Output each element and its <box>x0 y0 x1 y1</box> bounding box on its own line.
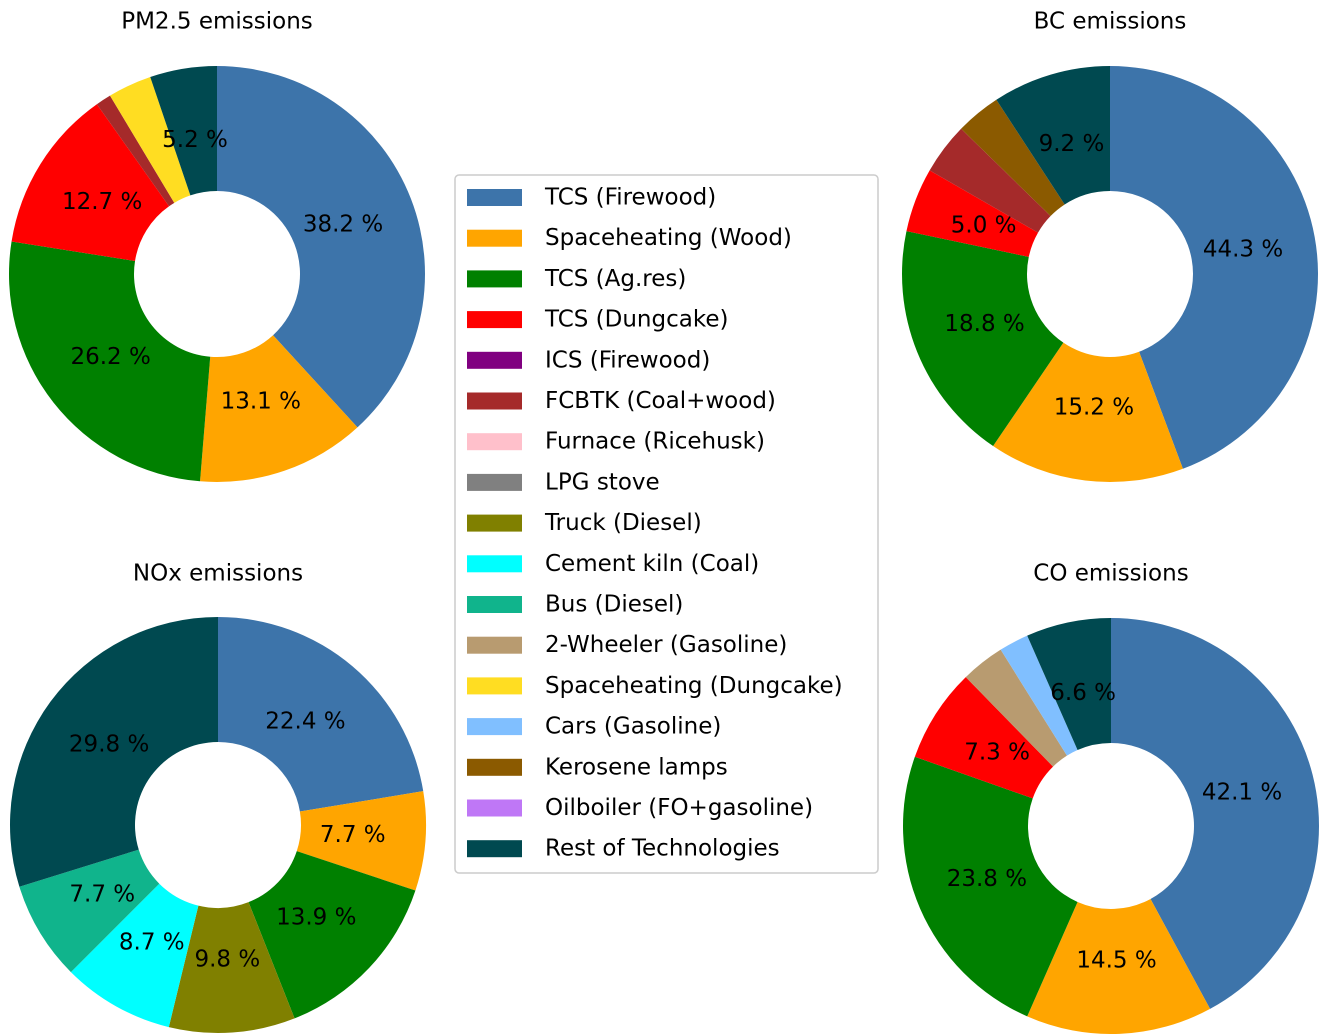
legend-swatch <box>467 677 522 695</box>
pie-slice <box>965 649 1067 767</box>
pie-slice <box>1000 635 1078 756</box>
legend-swatch <box>467 840 522 858</box>
value-label: 44.3 % <box>1203 236 1283 262</box>
value-label: 7.7 % <box>320 822 386 848</box>
pie-slice <box>109 77 191 203</box>
legend-label: Cement kiln (Coal) <box>545 551 759 577</box>
value-label: 5.0 % <box>951 212 1017 238</box>
value-label: 13.1 % <box>221 388 301 414</box>
legend-label: Truck (Diesel) <box>544 510 702 536</box>
legend-label: Bus (Diesel) <box>545 592 683 618</box>
legend-label: TCS (Firewood) <box>544 185 716 211</box>
pie-slice <box>218 617 424 812</box>
legend-label: Kerosene lamps <box>545 754 728 780</box>
chart-title: CO emissions <box>1033 561 1188 587</box>
pie-slice <box>914 677 1054 799</box>
pie-slice <box>150 66 217 196</box>
legend-swatch <box>467 392 522 410</box>
value-label: 26.2 % <box>70 344 150 370</box>
legend-swatch <box>467 758 522 776</box>
pie-slice <box>1027 898 1211 1034</box>
legend-label: LPG stove <box>545 469 660 495</box>
pie-slice <box>1110 66 1318 469</box>
legend-swatch <box>467 596 522 613</box>
pie-slice <box>902 231 1064 447</box>
value-label: 23.8 % <box>947 866 1027 892</box>
legend-swatch <box>467 473 522 491</box>
legend-swatch <box>467 311 522 329</box>
pie-slice <box>168 902 295 1033</box>
legend-label: Spaceheating (Wood) <box>545 225 792 251</box>
value-label: 14.5 % <box>1076 948 1156 974</box>
pie-slice <box>8 241 211 482</box>
value-label: 22.4 % <box>265 708 345 734</box>
legend-swatch <box>467 555 522 573</box>
legend-label: TCS (Ag.res) <box>544 266 686 292</box>
pie-slice <box>11 104 170 262</box>
legend-label: TCS (Dungcake) <box>544 307 728 333</box>
legend-swatch <box>467 514 522 532</box>
value-label: 42.1 % <box>1202 779 1282 805</box>
pie-slice <box>961 99 1065 217</box>
value-label: 9.8 % <box>194 946 260 972</box>
pie-slice <box>903 756 1078 1017</box>
value-label: 6.6 % <box>1050 680 1116 706</box>
legend-label: Spaceheating (Dungcake) <box>545 673 843 699</box>
legend-label: Oilboiler (FO+gasoline) <box>545 795 813 821</box>
legend-label: Cars (Gasoline) <box>545 714 721 740</box>
pie-slice <box>200 335 358 482</box>
legend-label: Furnace (Ricehusk) <box>545 429 765 455</box>
legend-label: FCBTK (Coal+wood) <box>545 388 776 414</box>
chart-title: BC emissions <box>1034 9 1187 35</box>
pie-slice <box>906 170 1039 257</box>
pie-slice <box>96 95 175 207</box>
legend-label: 2-Wheeler (Gasoline) <box>545 632 787 658</box>
legend-label: ICS (Firewood) <box>545 347 710 373</box>
value-label: 5.2 % <box>162 127 228 153</box>
pie-slice <box>248 851 416 1019</box>
legend-swatch <box>467 270 522 288</box>
legend-swatch <box>467 351 522 369</box>
pie-slice <box>1111 618 1319 1009</box>
value-label: 12.7 % <box>62 189 142 215</box>
value-label: 18.8 % <box>944 311 1024 337</box>
value-label: 29.8 % <box>69 731 149 757</box>
legend-swatch <box>467 799 522 817</box>
pie-slice <box>9 617 219 887</box>
pie-slice <box>1027 618 1111 751</box>
pie-slice <box>217 66 426 428</box>
value-label: 15.2 % <box>1054 395 1134 421</box>
legend-box <box>454 174 879 874</box>
pie-slice <box>996 66 1110 205</box>
pie-slice <box>929 128 1051 233</box>
value-label: 9.2 % <box>1039 131 1105 157</box>
value-label: 38.2 % <box>303 212 383 238</box>
pie-slice <box>296 791 426 891</box>
value-label: 7.3 % <box>964 740 1030 766</box>
chart-title: PM2.5 emissions <box>121 9 313 35</box>
pie-slice <box>70 883 199 1028</box>
legend-swatch <box>467 433 522 451</box>
legend-swatch <box>467 189 522 206</box>
value-label: 7.7 % <box>69 881 135 907</box>
legend-swatch <box>467 718 522 736</box>
value-label: 8.7 % <box>119 929 185 955</box>
legend-swatch <box>467 636 522 654</box>
legend-label: Rest of Technologies <box>545 836 780 862</box>
value-label: 13.9 % <box>276 904 356 930</box>
legend-swatch <box>467 229 522 247</box>
pie-slice <box>993 342 1183 482</box>
pie-slice <box>19 849 160 973</box>
chart-title: NOx emissions <box>133 561 303 587</box>
